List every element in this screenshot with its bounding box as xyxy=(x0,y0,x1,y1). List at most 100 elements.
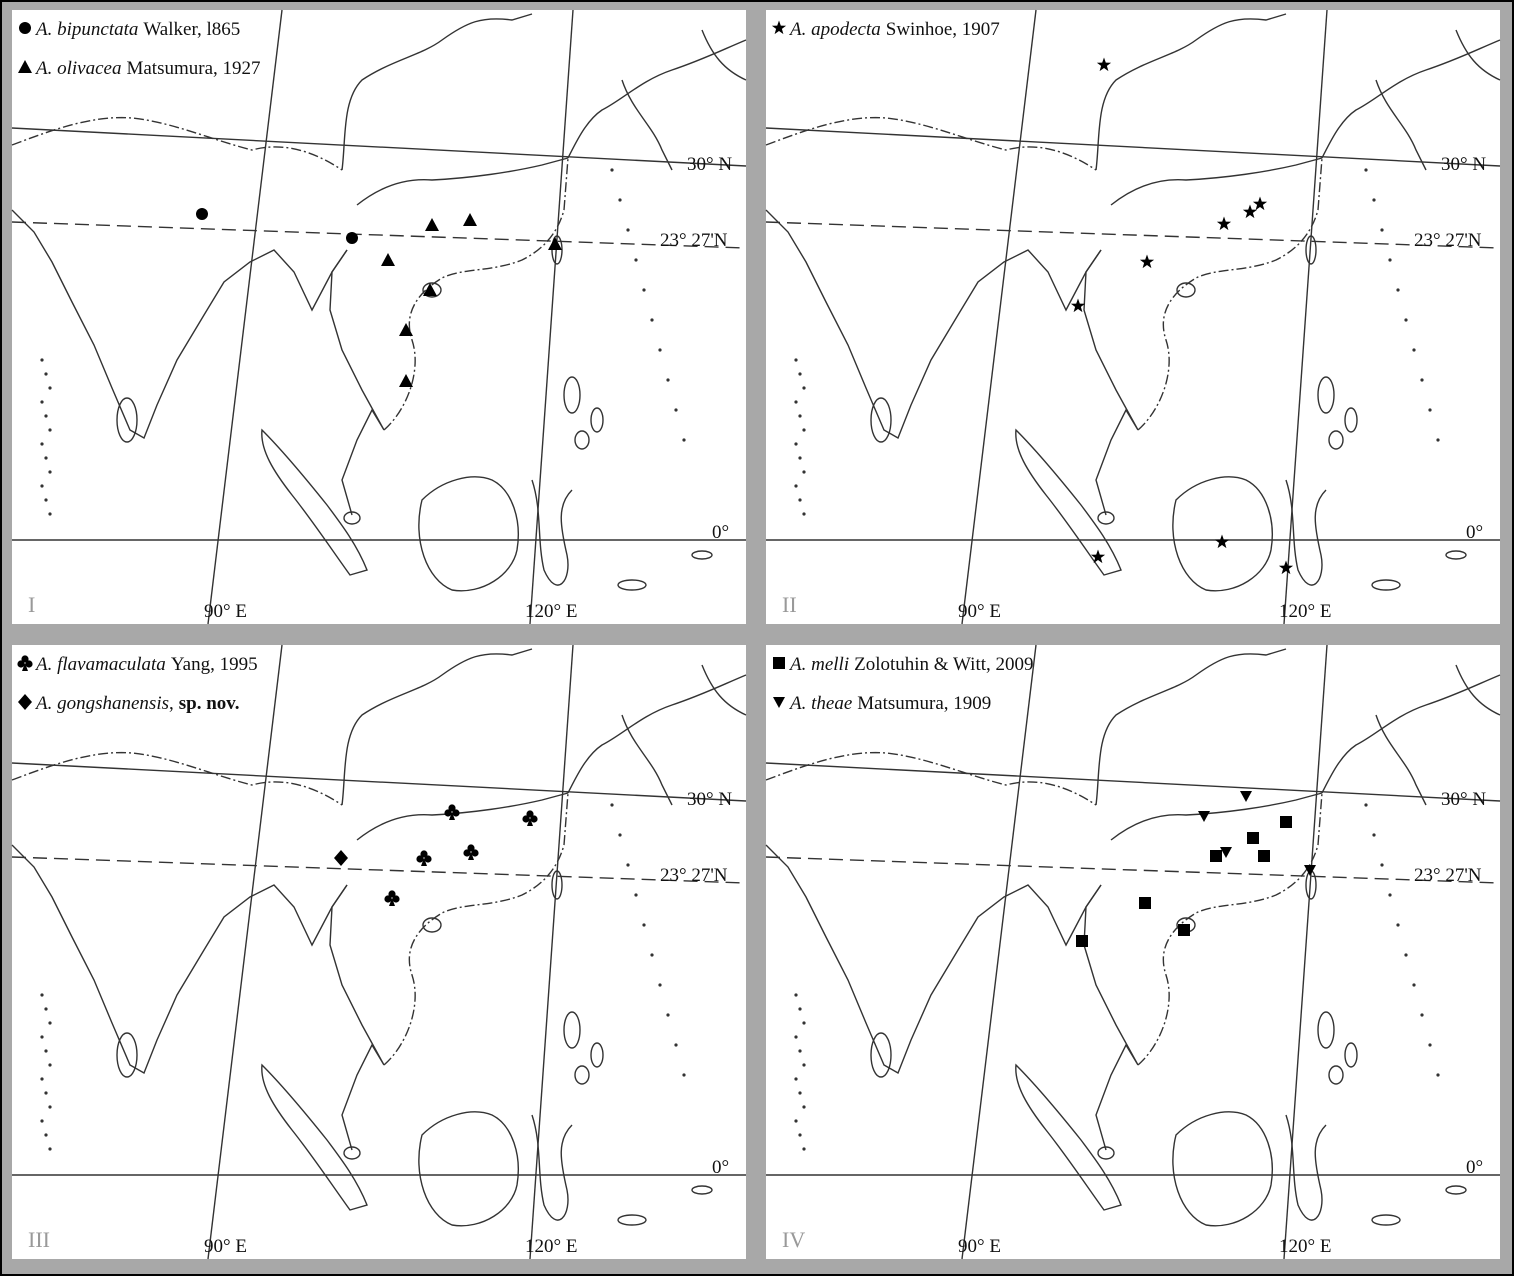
islet xyxy=(666,378,670,382)
coastline xyxy=(1172,1111,1273,1227)
islet xyxy=(794,400,798,404)
coastline xyxy=(621,79,673,171)
legend-symbol xyxy=(773,657,785,669)
islet xyxy=(794,484,798,488)
legend-entry: A. apodecta Swinhoe, 1907 xyxy=(788,19,1000,40)
club-lobe xyxy=(384,895,392,903)
islet xyxy=(682,438,686,442)
islet xyxy=(1380,228,1384,232)
coastline xyxy=(531,479,573,586)
islet xyxy=(1372,198,1376,202)
legend-symbol xyxy=(771,20,787,35)
islet xyxy=(1388,258,1392,262)
longitude-label: 90° E xyxy=(958,1236,1001,1257)
longitude-label: 90° E xyxy=(204,601,247,622)
islet xyxy=(1412,983,1416,987)
islet xyxy=(658,983,662,987)
islet xyxy=(1396,288,1400,292)
islet xyxy=(44,1007,48,1011)
legend-symbol xyxy=(17,655,33,671)
island xyxy=(870,397,892,443)
border xyxy=(356,157,569,206)
island xyxy=(343,1146,361,1160)
club-lobe xyxy=(530,815,538,823)
longitude-label: 120° E xyxy=(525,601,577,622)
coastline xyxy=(1455,29,1501,81)
islet xyxy=(802,386,806,390)
club-stem xyxy=(527,818,533,826)
islet xyxy=(1404,953,1408,957)
locality-marker xyxy=(384,890,400,906)
coastline xyxy=(261,1063,368,1211)
latitude-label: 23° 27'N xyxy=(660,865,728,886)
island xyxy=(1344,407,1358,433)
coastline xyxy=(1137,157,1323,431)
coastline xyxy=(1375,79,1427,171)
islet xyxy=(1420,378,1424,382)
locality-marker xyxy=(1139,897,1151,909)
islet xyxy=(1388,893,1392,897)
tropic-line xyxy=(765,856,1501,884)
latitude-label: 0° xyxy=(712,1157,729,1178)
club-stem xyxy=(389,898,395,906)
latitude-line xyxy=(11,762,747,802)
islet xyxy=(48,470,52,474)
islet xyxy=(798,1133,802,1137)
club-lobe xyxy=(388,890,396,898)
club-stem xyxy=(468,852,474,860)
club-lobe xyxy=(17,660,25,668)
islet xyxy=(666,1013,670,1017)
club-lobe xyxy=(424,855,432,863)
locality-marker xyxy=(1280,816,1292,828)
islet xyxy=(794,1077,798,1081)
club-lobe xyxy=(522,815,530,823)
coastline xyxy=(418,476,519,592)
latitude-label: 0° xyxy=(712,522,729,543)
coastline xyxy=(1083,884,1139,1151)
locality-marker xyxy=(416,850,432,866)
club-lobe xyxy=(467,844,475,852)
island xyxy=(1328,1065,1344,1085)
island xyxy=(1344,1042,1358,1068)
species-name: A. bipunctata xyxy=(34,19,138,40)
club-stem xyxy=(449,812,455,820)
islet xyxy=(40,442,44,446)
latitude-label: 23° 27'N xyxy=(660,230,728,251)
longitude-label: 120° E xyxy=(525,1236,577,1257)
islet xyxy=(802,470,806,474)
islet xyxy=(1428,1043,1432,1047)
locality-marker xyxy=(196,208,208,220)
coastline xyxy=(531,1114,573,1221)
club-lobe xyxy=(526,810,534,818)
coastline xyxy=(341,13,533,171)
locality-marker xyxy=(1214,534,1230,549)
latitude-label: 30° N xyxy=(687,789,732,810)
coastline xyxy=(1285,1114,1327,1221)
islet xyxy=(48,386,52,390)
longitude-line xyxy=(207,644,283,1260)
latitude-line xyxy=(11,127,747,167)
author: Matsumura, 1927 xyxy=(126,58,260,79)
islet xyxy=(642,288,646,292)
locality-marker xyxy=(423,283,437,296)
coastline xyxy=(329,249,385,516)
islet xyxy=(626,863,630,867)
club-lobe xyxy=(416,855,424,863)
islet xyxy=(794,358,798,362)
locality-marker xyxy=(1240,791,1252,802)
coastline xyxy=(261,428,368,576)
islet xyxy=(802,1063,806,1067)
islet xyxy=(634,258,638,262)
locality-marker xyxy=(1210,850,1222,862)
latitude-label: 23° 27'N xyxy=(1414,230,1482,251)
longitude-line xyxy=(1283,644,1328,1260)
islet xyxy=(798,498,802,502)
locality-marker xyxy=(1178,924,1190,936)
island xyxy=(1371,579,1401,591)
locality-marker xyxy=(1139,254,1155,269)
locality-marker xyxy=(444,804,460,820)
panel-numeral: I xyxy=(28,592,35,617)
base-map xyxy=(765,644,1501,1260)
legend-symbol xyxy=(19,22,31,34)
locality-marker xyxy=(334,850,348,866)
